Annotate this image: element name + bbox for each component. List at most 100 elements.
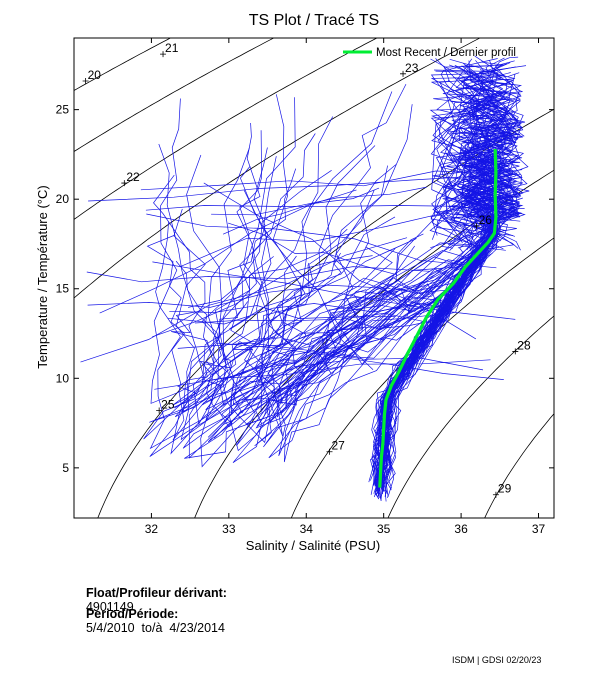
history-profile-134 [217, 342, 504, 380]
history-profile-139 [99, 189, 357, 314]
contour-marker-27 [326, 448, 333, 455]
x-axis-label: Salinity / Salinité (PSU) [246, 538, 380, 553]
history-profile-115 [205, 83, 492, 421]
history-profile-167 [430, 62, 511, 236]
history-profile-111 [182, 252, 461, 449]
history-profile-164 [452, 60, 516, 224]
contour-label-21: 21 [165, 41, 179, 55]
history-profile-175 [454, 72, 511, 227]
history-profile-131 [87, 284, 391, 308]
chart-title: TS Plot / Tracé TS [249, 12, 379, 29]
history-profile-133 [80, 237, 408, 363]
x-axis: 32 33 34 35 36 37 [145, 38, 546, 536]
history-profile-105 [283, 165, 434, 463]
contour-labels: 20 21 22 23 25 26 27 28 29 [82, 41, 531, 498]
float-info: Float/Profileur dérivant: 4901149 [79, 572, 227, 614]
recent-profile-line [378, 148, 498, 488]
history-profile-107 [170, 133, 449, 455]
contour-marker-21 [160, 51, 167, 58]
history-profile-108 [200, 277, 460, 468]
y-tick-label-20: 20 [56, 192, 70, 206]
history-profile-109 [182, 168, 491, 413]
history-profile-77 [239, 122, 454, 427]
history-profile-174 [431, 61, 521, 249]
x-tick-label-36: 36 [454, 522, 468, 536]
history-profile-82 [174, 91, 460, 418]
x-tick-label-33: 33 [222, 522, 236, 536]
history-profile-120 [188, 228, 348, 308]
history-profile-98 [149, 170, 458, 457]
legend-label: Most Recent / Dernier profil [376, 47, 516, 59]
history-profile-118 [140, 170, 521, 191]
history-profile-127 [152, 261, 516, 320]
history-profile-103 [186, 154, 466, 452]
history-profile-125 [211, 186, 427, 216]
history-profile-170 [433, 64, 523, 249]
period-info: Period/Période: 5/4/2010 to/à 4/23/2014 [79, 593, 225, 635]
history-profile-92 [143, 216, 476, 440]
history-profile-71 [149, 221, 453, 450]
contour-marker-20 [82, 77, 89, 84]
history-profile-96 [263, 164, 448, 448]
history-profile-168 [429, 87, 508, 249]
history-profile-106 [192, 147, 493, 426]
history-profile-162 [436, 87, 522, 245]
history-profile-157 [442, 85, 521, 251]
contour-label-29: 29 [498, 482, 512, 496]
history-profile-112 [146, 234, 459, 441]
contour-marker-28 [512, 348, 519, 355]
contour-marker-29 [492, 491, 499, 498]
history-profile-161 [430, 72, 524, 216]
history-profile-137 [146, 213, 497, 269]
contour-label-27: 27 [331, 439, 345, 453]
history-profile-132 [243, 189, 374, 371]
contour-label-22: 22 [126, 170, 140, 184]
history-profile-165 [432, 82, 504, 250]
y-tick-label-25: 25 [56, 103, 70, 117]
history-profile-177 [435, 58, 513, 244]
density-contour-29 [484, 413, 554, 518]
period-label: Period/Période: [85, 607, 179, 621]
density-contour-23 [74, 38, 481, 299]
y-axis: 5 10 15 20 25 [56, 103, 554, 475]
contour-marker-25 [156, 407, 163, 414]
history-profile-138 [222, 187, 380, 235]
density-contour-27 [290, 237, 554, 518]
history-profile-156 [445, 64, 521, 232]
historical-profiles [80, 55, 530, 502]
plot-frame [73, 37, 555, 519]
density-contour-20 [74, 38, 172, 91]
history-profile-113 [171, 259, 476, 428]
history-profile-119 [194, 312, 439, 326]
contour-label-23: 23 [405, 61, 419, 75]
float-id: 4901149 [85, 600, 134, 614]
history-profile-128 [169, 305, 396, 319]
float-label: Float/Profileur dérivant: [85, 586, 227, 600]
footer-credit: ISDM | GDSI 02/20/23 [452, 655, 542, 665]
history-profile-173 [446, 58, 522, 253]
history-profile-142 [442, 60, 524, 199]
contour-label-20: 20 [88, 68, 102, 82]
history-profile-146 [440, 78, 514, 251]
history-profile-160 [431, 65, 506, 251]
history-profile-93 [272, 213, 498, 406]
y-axis-label: Temperature / Température (°C) [35, 185, 50, 368]
density-contour-28 [387, 315, 554, 518]
y-tick-label-10: 10 [56, 371, 70, 385]
density-contour-22 [74, 38, 378, 220]
density-contour-25 [97, 108, 554, 518]
contour-label-28: 28 [517, 338, 531, 352]
recent-profile [378, 148, 498, 488]
contour-label-26: 26 [479, 213, 493, 227]
history-profile-31 [376, 197, 523, 495]
contour-marker-23 [400, 70, 407, 77]
period-value: 5/4/2010 to/à 4/23/2014 [85, 621, 225, 635]
history-profile-56 [380, 115, 522, 494]
history-profile-116 [154, 359, 491, 390]
history-profile-158 [430, 76, 524, 237]
contour-label-25: 25 [161, 398, 175, 412]
history-profile-129 [177, 342, 484, 371]
history-profile-122 [211, 247, 396, 376]
history-profile-102 [232, 145, 481, 405]
